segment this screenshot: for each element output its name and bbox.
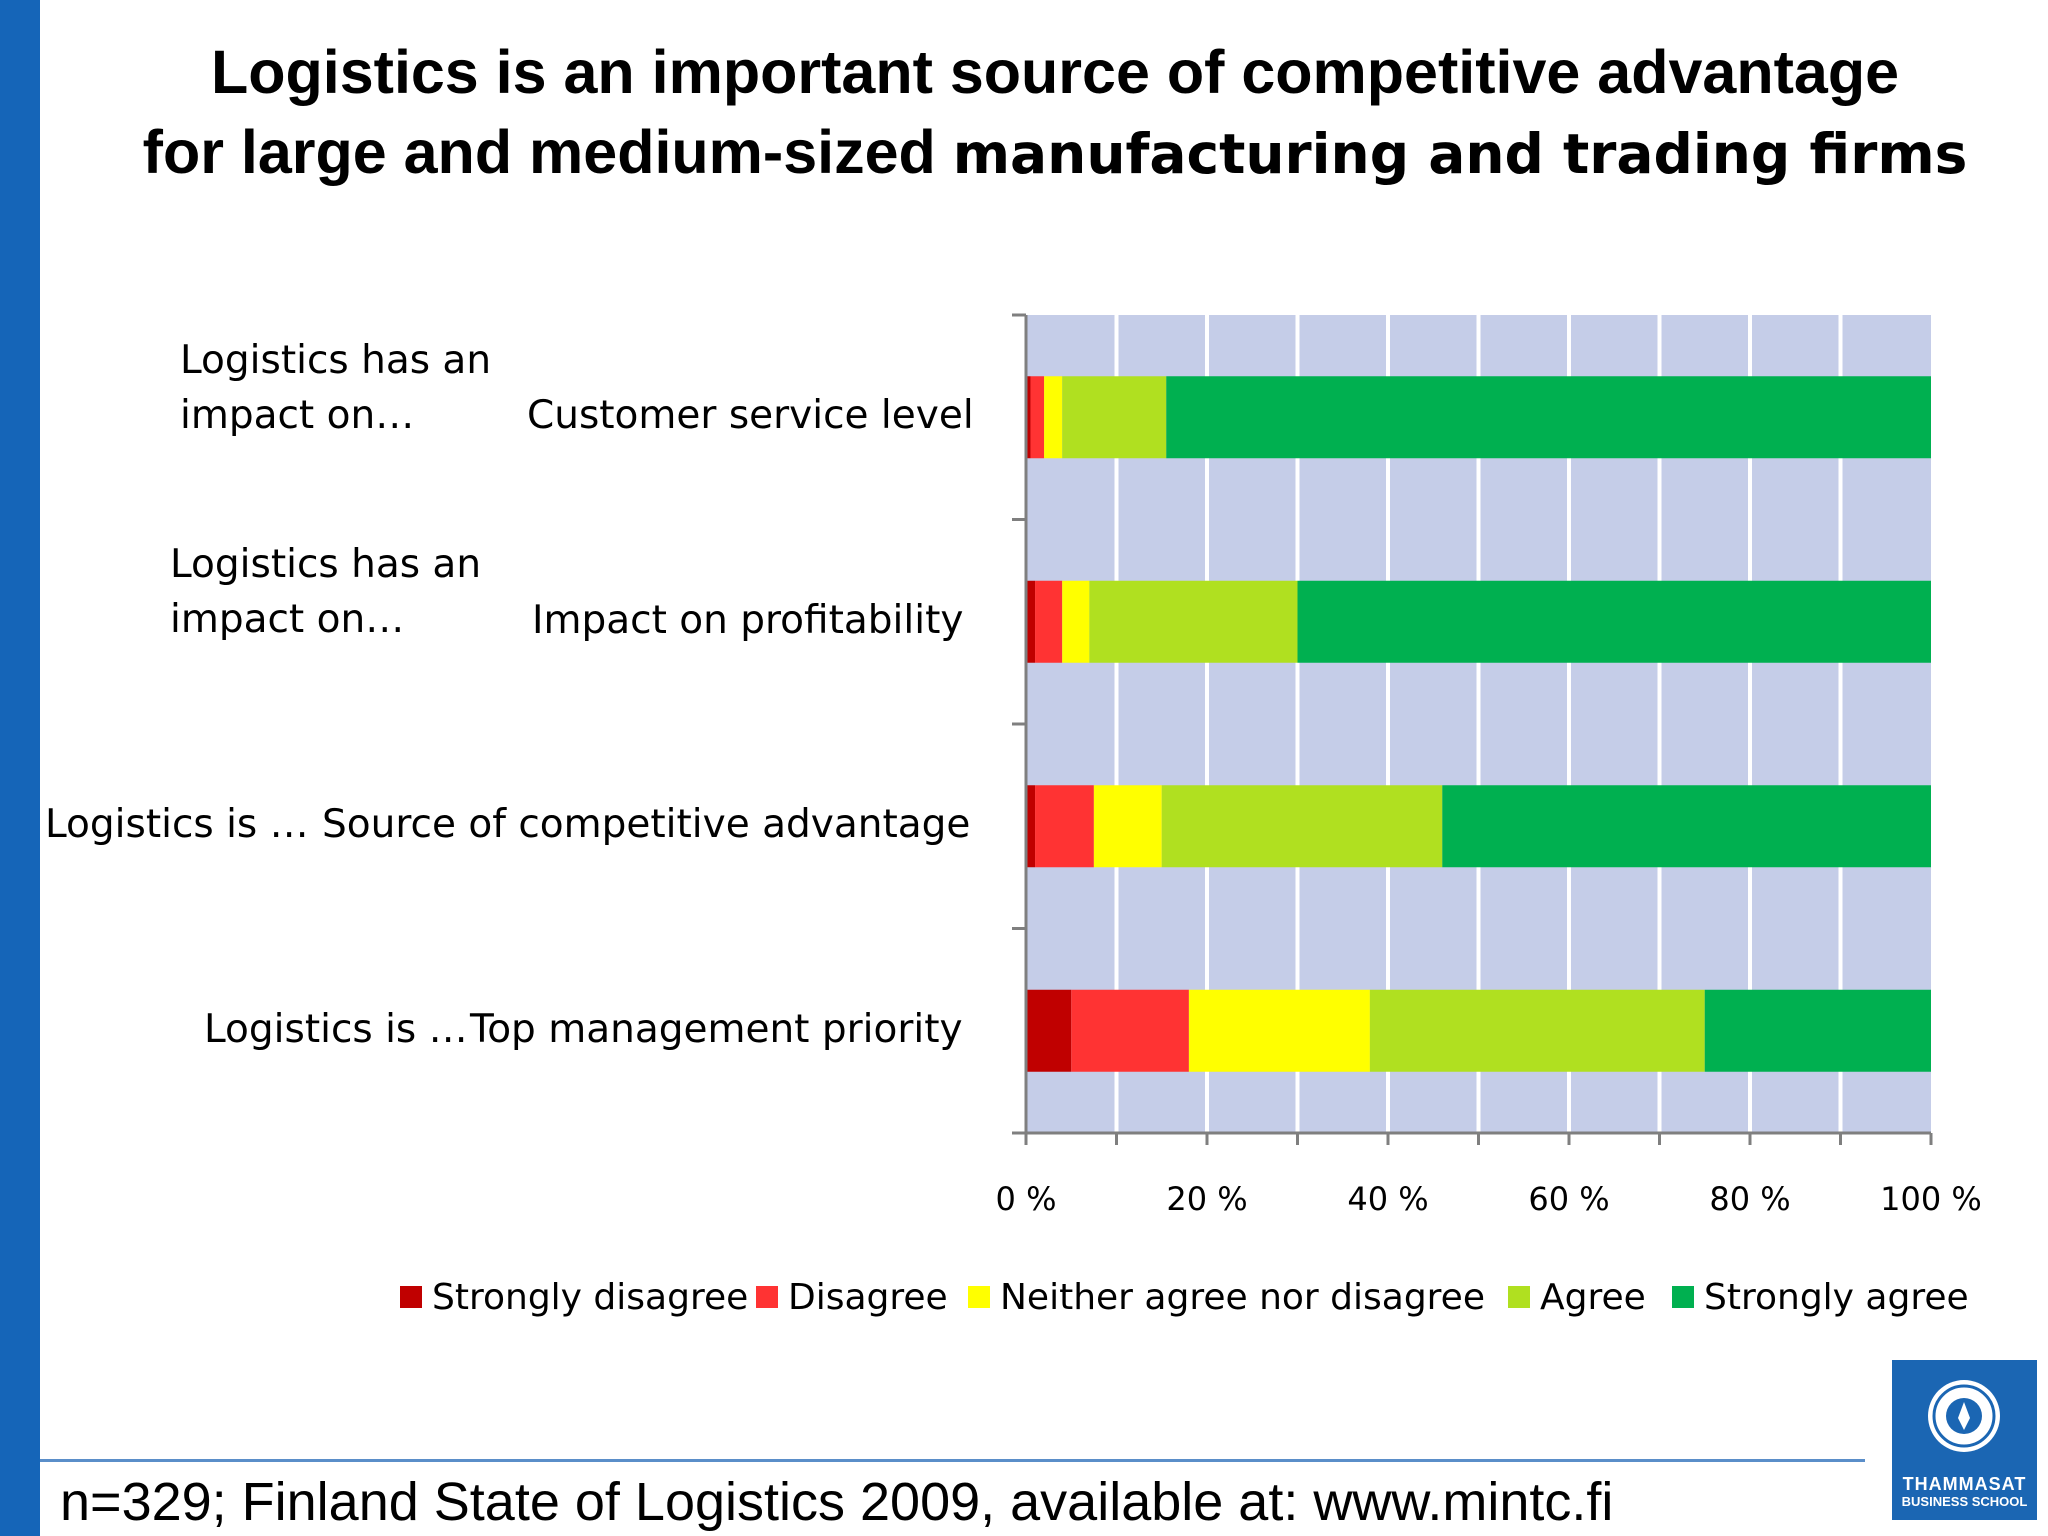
bar-5-category-1 [1166,376,1931,459]
x-tick-label: 60 % [1528,1180,1609,1218]
title-line-2a: for large and medium-sized [142,118,936,186]
bar-3-category-3 [1093,785,1162,868]
row-prefix-2-line-1: Logistics has an [170,542,482,587]
bar-4-category-4 [1369,989,1705,1072]
emblem-icon [1928,1380,2000,1452]
stacked-bar-chart: 0 % 20 % 40 % 60 % 80 % 100 % [996,313,1982,1218]
bar-5-category-3 [1442,785,1931,868]
bar-5-category-2 [1297,580,1931,663]
bar-5-category-4 [1704,989,1931,1072]
legend-swatch-strongly-agree [1672,1286,1694,1308]
row-prefix-1-line-1: Logistics has an [180,338,492,383]
source-note: n=329; Finland State of Logistics 2009, … [60,1472,1614,1532]
x-tick-label: 0 % [996,1180,1057,1218]
bar-4-category-3 [1161,785,1443,868]
legend-swatch-strongly-disagree [400,1286,422,1308]
thammasat-logo: THAMMASAT BUSINESS SCHOOL [1892,1360,2037,1520]
bar-3-category-1 [1044,376,1063,459]
row-prefix-1-line-2: impact on… [180,393,415,438]
bar-3-category-4 [1188,989,1370,1072]
legend-label-disagree: Disagree [788,1277,948,1318]
x-tick-label: 40 % [1347,1180,1428,1218]
category-label-3: Source of competitive advantage [322,802,971,847]
category-label-1: Customer service level [527,393,974,438]
row-prefix-3: Logistics is … [45,802,309,847]
bar-2-category-3 [1035,785,1094,868]
x-tick-label: 20 % [1166,1180,1247,1218]
bar-1-category-4 [1026,989,1072,1072]
x-tick-label: 80 % [1709,1180,1790,1218]
logo-text-line-2: BUSINESS SCHOOL [1901,1494,2028,1509]
left-accent-bar [0,0,40,1536]
footer-divider [40,1459,1865,1462]
row-prefix-2-line-2: impact on… [170,597,405,642]
title-line-2b: manufacturing and trading firms [952,122,1968,186]
bar-4-category-1 [1062,376,1167,459]
title-line-1: Logistics is an important source of comp… [210,38,1900,106]
chart-legend: Strongly disagree Disagree Neither agree… [400,1272,2000,1328]
title-line-2: for large and medium-sized manufacturing… [60,112,2048,194]
row-prefix-1: Logistics has an impact on… [180,333,491,443]
bar-4-category-2 [1089,580,1298,663]
bar-1-category-2 [1026,580,1036,663]
bar-2-category-1 [1030,376,1045,459]
bar-3-category-2 [1062,580,1090,663]
category-label-4: Top management priority [470,1007,963,1052]
legend-label-strongly-disagree: Strongly disagree [432,1277,749,1318]
bar-2-category-2 [1035,580,1063,663]
slide-title: Logistics is an important source of comp… [60,32,2048,194]
legend-label-agree: Agree [1540,1277,1646,1318]
category-label-2: Impact on profitability [532,598,964,643]
legend-label-strongly-agree: Strongly agree [1704,1277,1969,1318]
legend-swatch-neither [968,1286,990,1308]
row-prefix-4: Logistics is … [204,1007,468,1052]
bar-2-category-4 [1071,989,1189,1072]
legend-swatch-agree [1508,1286,1530,1308]
x-tick-label: 100 % [1880,1180,1982,1218]
legend-label-neither: Neither agree nor disagree [1000,1277,1485,1318]
bar-1-category-1 [1026,376,1031,459]
legend-swatch-disagree [756,1286,778,1308]
row-prefix-2: Logistics has an impact on… [170,537,481,647]
logo-text-line-1: THAMMASAT [1902,1474,2027,1494]
bar-1-category-3 [1026,785,1036,868]
